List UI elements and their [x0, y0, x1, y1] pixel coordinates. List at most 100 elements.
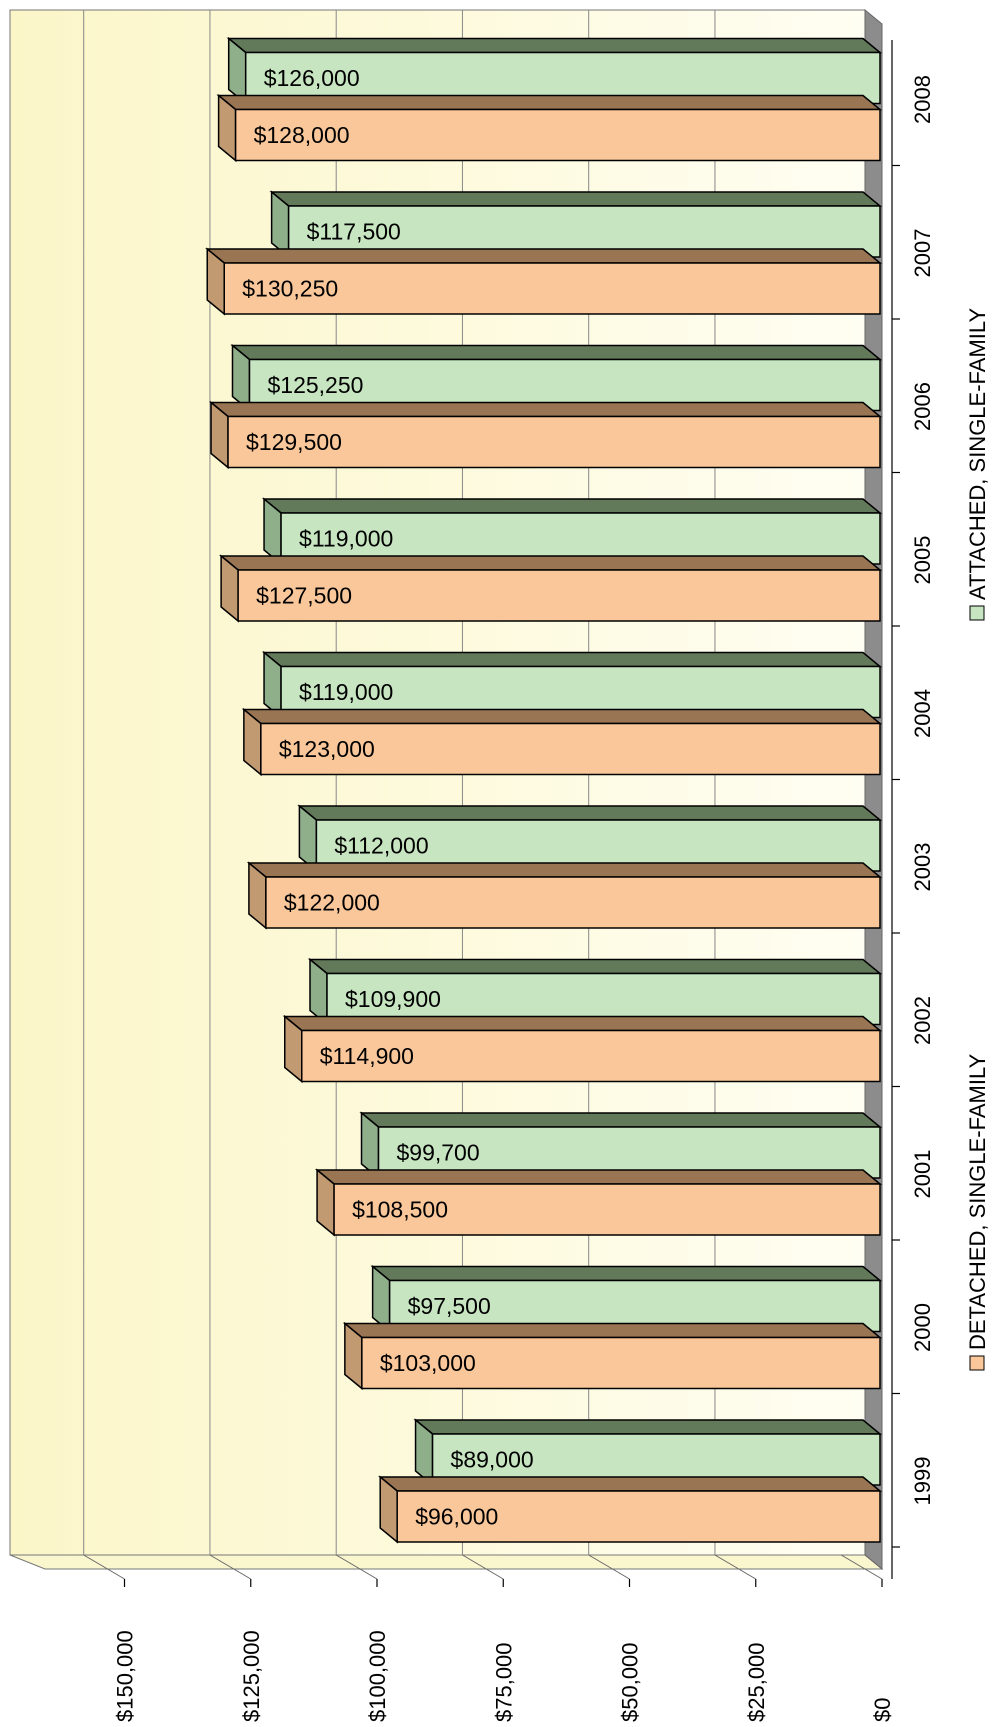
bar-top-face: [282, 1015, 883, 1032]
value-tick-label: $25,000: [744, 1642, 769, 1722]
legend-swatch: [969, 1355, 985, 1371]
bar-detached-2008: $128,000: [216, 93, 883, 163]
bar-attached-2000: $97,500: [370, 1264, 883, 1334]
category-tick-label: 2005: [910, 536, 935, 585]
bar-data-label: $117,500: [307, 219, 401, 245]
legend-item-attached: ATTACHED, SINGLE-FAMILY: [965, 308, 990, 621]
bar-top-face: [269, 191, 883, 207]
value-tick-label: $150,000: [113, 1630, 138, 1722]
bar-data-label: $108,500: [352, 1197, 448, 1223]
category-tick-label: 2008: [910, 75, 935, 124]
bar-top-face: [216, 94, 883, 111]
bar-data-label: $114,900: [320, 1043, 414, 1069]
value-tick-label: $75,000: [491, 1642, 516, 1722]
bar-data-label: $123,000: [279, 736, 375, 762]
bar-data-label: $112,000: [334, 833, 428, 859]
bar-attached-2003: $112,000: [297, 804, 883, 873]
category-tick-label: 2007: [910, 229, 935, 278]
bar-data-label: $99,700: [397, 1140, 480, 1166]
bar-attached-1999: $89,000: [413, 1418, 883, 1487]
bar-front-face: [227, 415, 881, 469]
bar-data-label: $103,000: [380, 1350, 476, 1376]
chart-floor: [9, 1554, 884, 1570]
bar-top-face: [297, 805, 883, 821]
bar-data-label: $97,500: [408, 1293, 491, 1319]
bar-top-face: [219, 555, 883, 571]
floor-gridline: [335, 1554, 378, 1580]
bar-top-face: [370, 1265, 883, 1282]
bar-attached-2002: $109,900: [307, 957, 883, 1027]
floor-gridline: [209, 1554, 252, 1580]
bar-top-face: [378, 1476, 883, 1492]
value-tick-label: $100,000: [365, 1630, 390, 1722]
bar-attached-2004: $119,000: [261, 650, 883, 720]
value-tick-label: $0: [870, 1698, 895, 1722]
category-tick-label: 2002: [910, 996, 935, 1045]
bar-attached-2006: $125,250: [230, 343, 883, 413]
category-tick-label: 2004: [910, 689, 935, 738]
bar-front-face: [234, 108, 881, 162]
bar-data-label: $127,500: [256, 583, 352, 609]
category-tick-label: 1999: [910, 1457, 935, 1506]
bar-front-face: [265, 876, 881, 929]
legend-label: DETACHED, SINGLE-FAMILY: [965, 1053, 990, 1350]
value-tick-label: $125,000: [239, 1630, 264, 1722]
bar-data-label: $125,250: [267, 372, 363, 398]
category-tick-label: 2000: [910, 1303, 935, 1352]
bar-attached-2007: $117,500: [269, 190, 883, 259]
bar-detached-2000: $103,000: [342, 1321, 883, 1391]
bar-detached-2004: $123,000: [241, 707, 883, 777]
category-tick-label: 2006: [910, 382, 935, 431]
bar-data-label: $89,000: [451, 1447, 534, 1473]
category-tick-label: 2003: [910, 843, 935, 892]
bar-front-face: [260, 722, 881, 776]
bar-detached-1999: $96,000: [378, 1475, 883, 1544]
bar-top-face: [314, 1169, 883, 1185]
bar-data-label: $119,000: [299, 679, 393, 705]
bar-top-face: [261, 498, 883, 514]
bar-data-label: $128,000: [254, 122, 350, 148]
bar-front-face: [301, 1029, 881, 1083]
bar-top-face: [307, 958, 883, 975]
legend-item-detached: DETACHED, SINGLE-FAMILY: [965, 1053, 990, 1371]
floor-gridline: [462, 1554, 504, 1580]
bar-top-face: [208, 401, 883, 418]
bar-data-label: $96,000: [415, 1504, 498, 1530]
bar-data-label: $126,000: [264, 65, 360, 91]
bar-data-label: $109,900: [345, 986, 441, 1012]
bar-top-face: [359, 1112, 883, 1128]
bar-attached-2001: $99,700: [359, 1111, 883, 1180]
bar-top-face: [261, 651, 883, 668]
bar-data-label: $129,500: [246, 429, 342, 455]
bar-top-face: [205, 248, 883, 264]
legend-swatch: [969, 605, 985, 621]
floor-gridline: [588, 1554, 630, 1580]
bar-top-face: [226, 37, 883, 54]
bar-top-face: [413, 1419, 883, 1435]
bar-detached-2003: $122,000: [246, 861, 883, 930]
floor-gridline: [83, 1554, 125, 1580]
value-tick-label: $50,000: [618, 1642, 643, 1722]
bar-top-face: [342, 1322, 883, 1339]
bar-front-face: [237, 569, 881, 622]
bar-front-face: [223, 262, 881, 315]
bar-top-face: [246, 862, 883, 878]
bar-front-face: [333, 1183, 881, 1236]
bar-detached-2006: $129,500: [208, 400, 883, 470]
bar-detached-2002: $114,900: [282, 1014, 883, 1084]
bar-detached-2005: $127,500: [219, 554, 883, 623]
legend-label: ATTACHED, SINGLE-FAMILY: [965, 308, 990, 600]
bar-detached-2007: $130,250: [205, 247, 883, 316]
bar-top-face: [241, 708, 883, 725]
floor-gridline: [840, 1554, 883, 1580]
bar-front-face: [396, 1490, 881, 1543]
bar-attached-2008: $126,000: [226, 36, 883, 106]
bar-attached-2005: $119,000: [261, 497, 883, 566]
category-tick-label: 2001: [910, 1150, 935, 1199]
bar-top-face: [230, 344, 883, 361]
bar-data-label: $119,000: [299, 526, 393, 552]
floor-gridline: [714, 1554, 757, 1580]
bar-front-face: [361, 1336, 881, 1390]
bar-detached-2001: $108,500: [314, 1168, 883, 1237]
